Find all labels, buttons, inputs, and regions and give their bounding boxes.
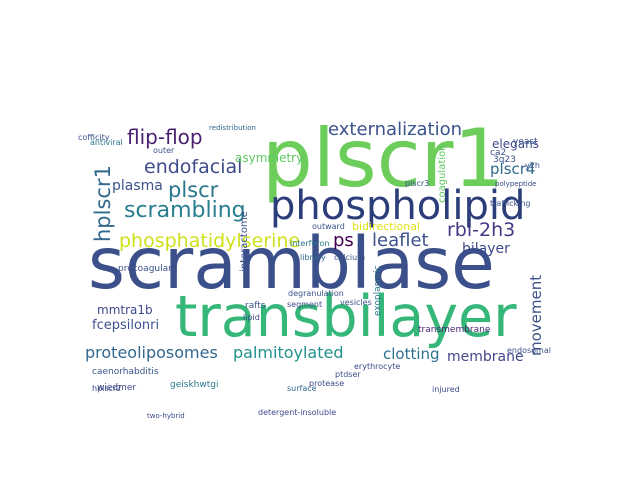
word: segment [287,300,322,309]
word: plscr1 [262,112,504,205]
word: membrane [447,349,524,365]
word: trafficking [490,199,530,208]
word: palmitoylated [233,343,344,362]
word: yeast [513,137,538,147]
word: geiskhwtgi [170,380,218,390]
word: transbilayer [175,284,517,350]
word: calcium [334,253,365,262]
word: scramblase [88,222,495,305]
word: library [300,253,326,262]
word: degranulation [288,289,344,298]
word: two-hybrid [147,412,185,420]
word: rbl-2h3 [447,219,515,241]
word: interferon [290,239,329,248]
word: vesicles [340,298,372,307]
word: endosomal [507,346,551,355]
word: hplscr1 [91,165,115,242]
word: 3q23 [493,155,516,165]
word: endofacial [144,156,242,178]
word: externalization [328,119,462,140]
word: rafts [245,301,266,311]
word: transmembrane [418,325,491,335]
word: scrambling [124,198,246,223]
word: erythrocyte [354,362,400,371]
word: phosphatidylserine [119,230,300,252]
word: caenorhabditis [92,367,159,377]
word: plasma [112,178,163,194]
word: ptdser [335,370,361,379]
word: coagulation [437,145,448,204]
word: proteoliposomes [85,343,218,362]
word: polypeptide [495,180,536,188]
word: redistribution [209,124,256,132]
word: bidirectional [352,220,420,233]
word: movement [527,275,545,356]
word: exoplasmic [373,265,383,316]
word: flip-flop [127,125,203,149]
word: cofficity [78,133,110,142]
word: surface [287,384,317,393]
word: asymmetry [235,151,303,165]
word: protease [309,379,344,388]
word: procoagulant [118,264,178,274]
word: hplscr2 [92,384,121,393]
word: ps [333,230,354,251]
word: outward [312,222,345,231]
word: fcepsilonri [92,318,159,333]
word: detergent-insoluble [258,408,336,417]
word: interactome [239,211,250,272]
word: wiedmer [97,383,136,393]
word: plscr3 [405,179,429,188]
word: phospholipid [270,183,525,229]
word: lipid [243,313,260,322]
word: plscr4 [490,160,535,178]
word: outer [153,146,175,155]
word: injured [432,385,460,394]
word: plscr [168,178,219,202]
word: mmtra1b [97,303,153,317]
word: clotting [383,345,440,363]
word: y2h [525,161,540,170]
word: leaflet [372,230,429,251]
word: antiviral [90,138,123,147]
word: bilayer [462,241,510,257]
word: elegans [492,137,539,151]
word: ca2 [490,148,506,158]
